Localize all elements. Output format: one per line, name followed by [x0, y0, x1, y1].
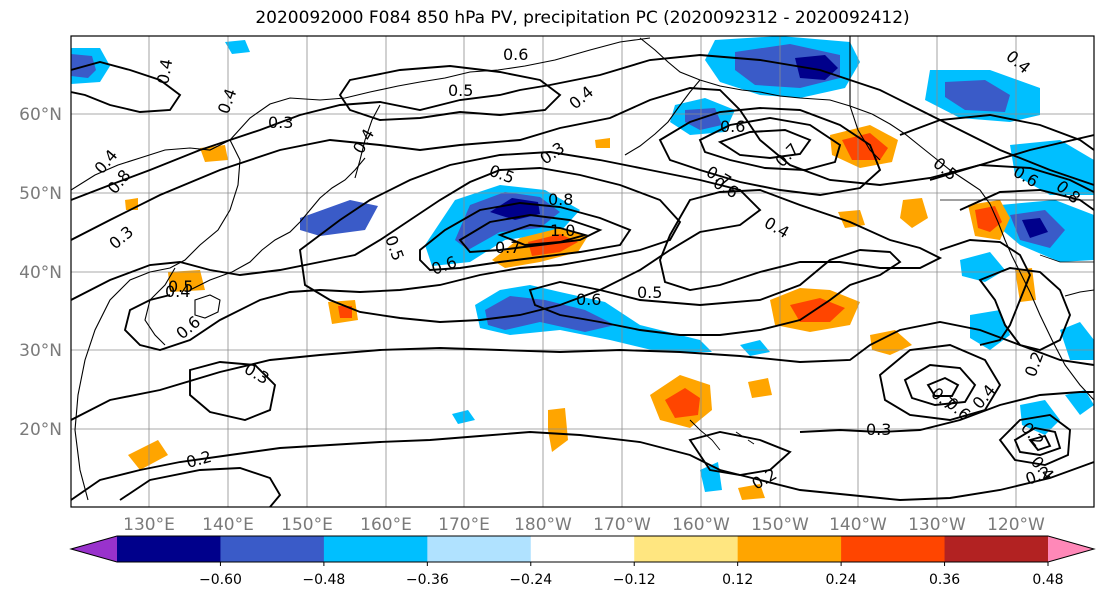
colorbar-tick-label: −0.12 [613, 572, 656, 588]
longitude-labels: 130°E 140°E 150°E 160°E 170°E 180°W 170°… [123, 515, 1045, 535]
colorbar-swatch [530, 536, 635, 562]
lon-label: 140°E [202, 515, 254, 535]
lon-label: 160°W [672, 515, 730, 535]
contour-label: 0.7 [495, 238, 520, 257]
contour-label: 0.6 [720, 117, 745, 136]
contour-label: 0.4 [165, 282, 190, 301]
colorbar-tick-label: 0.12 [722, 572, 753, 588]
lat-label: 40°N [19, 263, 62, 283]
colorbar-tick-label: −0.60 [199, 572, 242, 588]
lon-label: 170°E [438, 515, 490, 535]
lon-label: 180°W [514, 515, 572, 535]
colorbar-tick-label: 0.36 [929, 572, 960, 588]
lat-label: 60°N [19, 105, 62, 125]
colorbar-swatch [427, 536, 532, 562]
colorbar-outline [69, 535, 1096, 563]
colorbar-swatch [944, 536, 1049, 562]
lon-label: 120°W [987, 515, 1045, 535]
lon-label: 130°E [123, 515, 175, 535]
colorbar-swatch [841, 536, 946, 562]
contour-label: 0.5 [448, 81, 473, 100]
latitude-labels: 60°N 50°N 40°N 30°N 20°N [19, 105, 62, 440]
contour-label: 0.6 [503, 45, 528, 64]
lon-label: 160°E [360, 515, 412, 535]
map-frame [70, 35, 1095, 508]
contour-label: 0.5 [168, 277, 193, 296]
map-title: 2020092000 F084 850 hPa PV, precipitatio… [255, 8, 910, 28]
contour-label: 0.5 [637, 283, 662, 302]
colorbar-swatch [634, 536, 739, 562]
lon-label: 140°W [829, 515, 887, 535]
contour-label: 0.3 [268, 113, 293, 132]
lat-label: 20°N [19, 420, 62, 440]
colorbar-tick-label: 0.48 [1032, 572, 1063, 588]
lon-label: 170°W [593, 515, 651, 535]
colorbar-tick-label: −0.24 [509, 572, 552, 588]
lon-label: 130°W [908, 515, 966, 535]
lon-label: 150°E [281, 515, 333, 535]
colorbar-extend-max [1048, 536, 1094, 562]
colorbar-tick-label: −0.36 [406, 572, 449, 588]
precipitation-shading [71, 36, 1094, 500]
colorbar-tick-label: −0.48 [302, 572, 345, 588]
contour-label: 0.4 [153, 57, 176, 85]
pv-contours [71, 54, 1094, 507]
graticule [71, 36, 1094, 507]
contour-label: 0.8 [548, 190, 573, 209]
contour-label: 1.0 [550, 221, 575, 240]
colorbar-extend-min [71, 536, 117, 562]
colorbar-swatch [117, 536, 221, 562]
contour-label: 0.6 [576, 290, 601, 309]
colorbar-swatch [737, 536, 842, 562]
colorbar-tick-label: 0.24 [826, 572, 857, 588]
lon-label: 150°W [751, 515, 809, 535]
lat-label: 50°N [19, 184, 62, 204]
contour-label: 0.3 [866, 420, 891, 439]
lat-label: 30°N [19, 341, 62, 361]
colorbar-swatch [220, 536, 325, 562]
colorbar-swatch [323, 536, 428, 562]
colorbar: −0.60 −0.48 −0.36 −0.24 −0.12 0.12 0.24 0.36 0.4… [69, 535, 1096, 588]
